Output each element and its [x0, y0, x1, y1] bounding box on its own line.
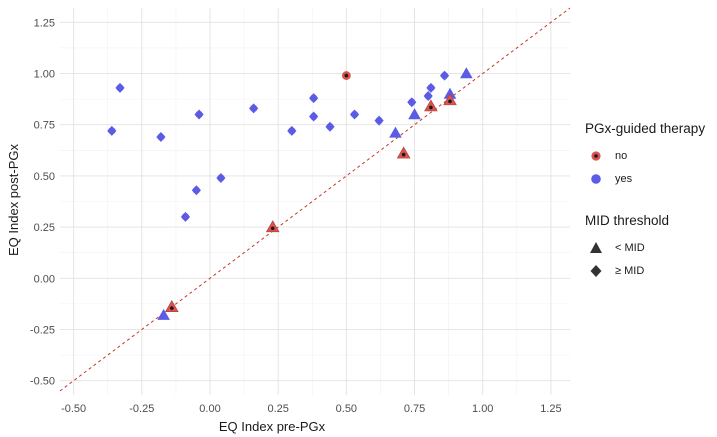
legend-item-lt-mid: < MID — [585, 236, 669, 259]
data-point-yes-lt-mid — [408, 108, 421, 120]
data-point-no-ge-mid — [341, 71, 351, 80]
x-tick-label: 0.25 — [267, 403, 288, 415]
y-tick-label: 1.00 — [34, 69, 55, 81]
data-point-yes-ge-mid — [107, 125, 117, 136]
y-tick-label: 0.50 — [34, 171, 55, 183]
data-point-yes-lt-mid — [389, 126, 402, 138]
data-point-yes-ge-mid — [407, 97, 417, 108]
data-point-yes-ge-mid — [309, 111, 319, 122]
legend-item-ge-mid: ≥ MID — [585, 259, 669, 282]
legend-label-no: no — [615, 149, 628, 162]
diamond-icon — [590, 264, 602, 277]
data-point-yes-ge-mid — [191, 185, 201, 196]
data-points — [107, 67, 473, 320]
x-tick-label: 0.00 — [199, 403, 220, 415]
y-axis-label: EQ Index post-PGx — [6, 144, 21, 256]
red-dot-icon — [591, 150, 601, 161]
x-tick-label: 0.50 — [336, 403, 357, 415]
data-point-no-lt-mid — [443, 93, 457, 106]
y-tick-label: -0.50 — [30, 376, 55, 388]
data-point-yes-ge-mid — [249, 103, 259, 114]
legend-label-ge-mid: ≥ MID — [615, 264, 645, 277]
legend-title-pgx: PGx-guided therapy — [585, 121, 706, 136]
data-point-yes-ge-mid — [426, 82, 436, 93]
y-tick-label: 0.75 — [34, 120, 55, 132]
data-point-no-lt-mid — [424, 99, 438, 112]
data-point-yes-lt-mid — [443, 87, 457, 99]
data-point-yes-ge-mid — [423, 91, 433, 102]
data-point-yes-lt-mid — [460, 67, 473, 79]
x-tick-label: -0.50 — [61, 403, 86, 415]
data-point-yes-ge-mid — [439, 70, 450, 81]
data-point-yes-ge-mid — [180, 211, 191, 222]
legend-title-mid: MID threshold — [585, 213, 670, 228]
legend-pgx-guided-therapy: PGx-guided therapy no yes — [585, 121, 705, 190]
y-tick-label: 0.00 — [34, 273, 55, 285]
reference-line — [59, 7, 571, 392]
y-tick-label: 0.25 — [34, 222, 55, 234]
x-tick-label: 1.00 — [472, 403, 493, 415]
triangle-icon — [590, 241, 602, 253]
x-tick-label: -0.25 — [129, 403, 154, 415]
data-point-yes-ge-mid — [349, 109, 360, 120]
data-point-yes-ge-mid — [325, 121, 335, 132]
data-point-yes-ge-mid — [287, 125, 297, 136]
data-point-yes-ge-mid — [194, 109, 204, 120]
legend-mid-threshold: MID threshold < MID ≥ MID — [585, 213, 669, 282]
legend-item-yes: yes — [585, 167, 705, 190]
data-point-no-lt-mid — [165, 300, 179, 312]
y-tick-label: -0.25 — [30, 324, 55, 336]
data-point-yes-lt-mid — [157, 308, 170, 320]
data-point-yes-ge-mid — [115, 82, 125, 93]
blue-dot-icon — [591, 173, 601, 184]
data-point-yes-ge-mid — [216, 172, 226, 183]
y-tick-labels: -0.50 -0.25 0.00 0.25 0.50 0.75 1.00 1.25 — [30, 17, 55, 387]
x-axis-label: EQ Index pre-PGx — [219, 419, 326, 434]
x-tick-label: 1.25 — [540, 403, 561, 415]
data-point-yes-ge-mid — [309, 93, 319, 104]
legend-item-no: no — [585, 144, 705, 167]
y-tick-label: 1.25 — [34, 17, 55, 29]
data-point-no-lt-mid — [396, 146, 411, 159]
data-point-no-lt-mid — [265, 220, 280, 233]
x-tick-labels: -0.50 -0.25 0.00 0.25 0.50 0.75 1.00 1.25 — [61, 403, 562, 415]
data-point-yes-ge-mid — [156, 132, 166, 142]
data-point-yes-ge-mid — [374, 115, 384, 126]
legend-label-lt-mid: < MID — [615, 241, 645, 254]
legend-label-yes: yes — [615, 172, 633, 185]
x-tick-label: 0.75 — [404, 403, 425, 415]
